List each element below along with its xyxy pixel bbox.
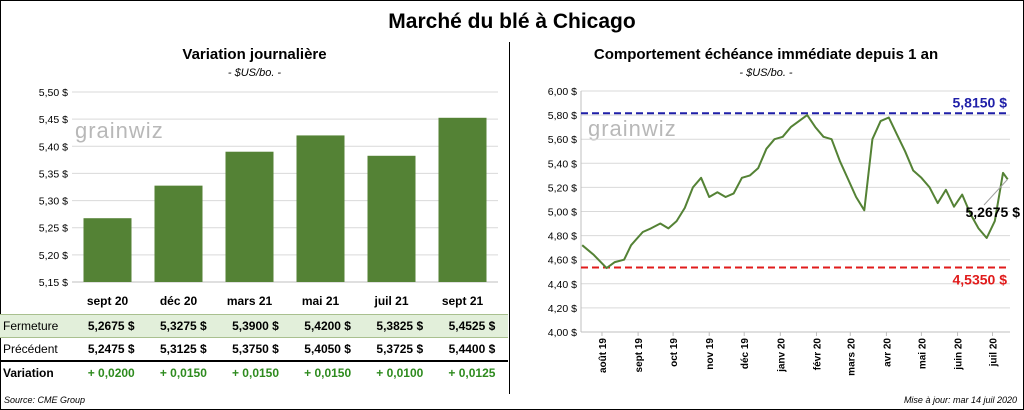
y-tick-label: 5,25 $	[39, 223, 68, 235]
table-cell: 5,4050 $	[304, 342, 351, 356]
panel-divider	[509, 42, 510, 394]
y-tick-label: 5,80 $	[548, 110, 577, 122]
y-tick-label: 5,40 $	[39, 141, 68, 153]
y-tick-label: 5,20 $	[39, 250, 68, 262]
table-cell: 5,3825 $	[363, 314, 436, 338]
x-tick-label: juil 20	[989, 338, 1000, 368]
y-tick-label: 5,45 $	[39, 114, 68, 126]
row-label-variation: Variation	[0, 360, 76, 384]
x-tick-label: juil 21	[373, 294, 408, 308]
table-row-fermeture: Fermeture 5,2675 $ 5,3275 $ 5,3900 $ 5,4…	[0, 314, 508, 338]
x-tick-label: nov 19	[705, 338, 716, 370]
x-tick-label: avr 20	[882, 338, 893, 367]
table-cell: 5,4400 $	[448, 342, 496, 356]
y-tick-label: 5,15 $	[39, 277, 68, 289]
line-chart-unit: - $US/bo. -	[739, 67, 793, 79]
x-tick-label: mars 21	[227, 294, 273, 308]
y-tick-label: 5,30 $	[39, 196, 68, 208]
x-tick-label: sept 21	[442, 294, 484, 308]
grainwiz-watermark-right: grainwiz	[588, 116, 677, 141]
row-label-precedent: Précédent	[3, 342, 58, 356]
table-cell: 5,3900 $	[219, 314, 292, 338]
table-cell: 5,2675 $	[75, 314, 148, 338]
table-cell: 5,3275 $	[147, 314, 220, 338]
x-tick-label: mars 20	[846, 338, 857, 376]
x-tick-label: oct 19	[669, 338, 680, 367]
x-tick-label: juin 20	[954, 338, 965, 371]
x-tick-label: janv 20	[776, 338, 787, 373]
bar-chart-title: Variation journalière	[182, 46, 327, 63]
last-value-label: 5,2675 $	[966, 204, 1021, 220]
y-tick-label: 5,00 $	[548, 207, 577, 219]
y-tick-label: 5,20 $	[548, 182, 577, 194]
y-tick-label: 4,80 $	[548, 231, 577, 243]
bar	[367, 155, 416, 282]
bar	[83, 218, 132, 282]
y-tick-label: 6,00 $	[548, 86, 577, 98]
y-tick-label: 4,20 $	[548, 303, 577, 315]
upper-reference-label: 5,8150 $	[953, 94, 1008, 110]
y-tick-label: 5,50 $	[39, 87, 68, 99]
x-tick-label: févr 20	[812, 338, 823, 371]
x-tick-label: mai 20	[917, 338, 928, 370]
y-tick-label: 4,40 $	[548, 279, 577, 291]
table-cell: 5,3725 $	[376, 342, 424, 356]
row-label-fermeture: Fermeture	[0, 314, 76, 338]
x-tick-label: sept 19	[634, 338, 645, 373]
y-tick-label: 4,60 $	[548, 255, 577, 267]
table-cell: + 0,0100	[363, 360, 436, 384]
table-cell: + 0,0150	[291, 360, 364, 384]
x-tick-label: déc 19	[740, 338, 751, 370]
table-cell: + 0,0200	[75, 360, 148, 384]
table-cell: + 0,0150	[147, 360, 220, 384]
last-value-leader	[983, 178, 1009, 206]
table-cell: 5,4525 $	[435, 314, 508, 338]
y-tick-label: 4,00 $	[548, 327, 577, 339]
table-cell: 5,4200 $	[291, 314, 364, 338]
table-row-precedent: Précédent 5,2475 $ 5,3125 $ 5,3750 $ 5,4…	[0, 338, 508, 362]
line-chart: 4,00 $ 4,20 $ 4,40 $ 4,60 $ 4,80 $ 5,00 $ 5,20…	[548, 86, 1021, 376]
line-chart-title: Comportement échéance immédiate depuis 1…	[593, 46, 939, 63]
x-tick-label: déc 20	[160, 294, 198, 308]
source-note: Source: CME Group	[4, 395, 86, 405]
update-note: Mise à jour: mar 14 juil 2020	[903, 395, 1017, 405]
bar-chart: 5,15 $ 5,20 $ 5,25 $ 5,30 $ 5,35 $ 5,40 $ 5,45…	[39, 87, 498, 308]
lower-reference-label: 4,5350 $	[953, 272, 1008, 288]
table-cell: 5,3750 $	[232, 342, 279, 356]
table-cell: + 0,0150	[219, 360, 292, 384]
table-row-variation: Variation + 0,0200 + 0,0150 + 0,0150 + 0…	[0, 360, 508, 384]
bar	[296, 135, 345, 282]
y-tick-label: 5,40 $	[548, 158, 577, 170]
x-tick-label: mai 21	[302, 294, 340, 308]
table-cell: 5,3125 $	[159, 342, 207, 356]
x-tick-label: août 19	[598, 338, 609, 373]
y-tick-label: 5,35 $	[39, 168, 68, 180]
price-table: Fermeture 5,2675 $ 5,3275 $ 5,3900 $ 5,4…	[0, 314, 508, 384]
main-title: Marché du blé à Chicago	[388, 10, 636, 33]
bar	[438, 117, 487, 283]
bar-chart-unit: - $US/bo. -	[227, 67, 282, 79]
x-tick-label: sept 20	[87, 294, 129, 308]
bar	[225, 151, 274, 282]
table-cell: + 0,0125	[435, 360, 508, 384]
table-cell: 5,2475 $	[87, 342, 135, 356]
grainwiz-watermark-left: grainwiz	[75, 118, 164, 143]
bar	[154, 185, 203, 282]
y-tick-label: 5,60 $	[548, 134, 577, 146]
price-series-line	[581, 114, 1009, 270]
